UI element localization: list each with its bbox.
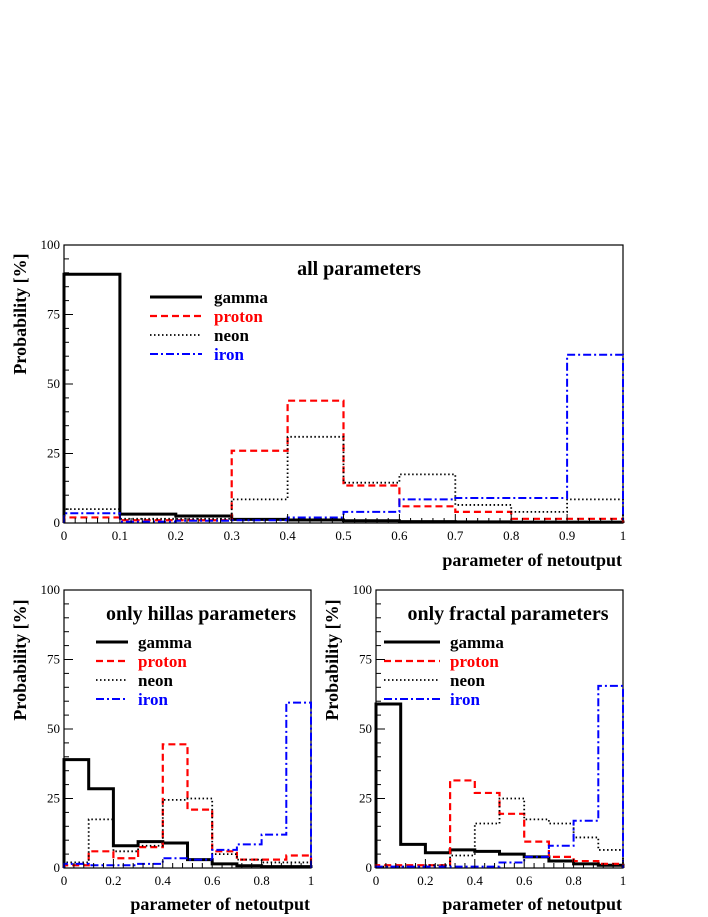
x-tick-label: 0.7 (447, 528, 464, 543)
legend-label-proton: proton (214, 307, 263, 326)
x-tick-label: 0.2 (105, 873, 121, 888)
y-tick-label: 50 (47, 376, 60, 391)
x-tick-label: 0.4 (279, 528, 296, 543)
legend-label-iron: iron (138, 690, 168, 709)
chart-title: all parameters (297, 258, 421, 280)
x-tick-label: 0.4 (155, 873, 172, 888)
y-tick-label: 0 (54, 860, 61, 875)
x-axis-label: parameter of netoutput (442, 550, 622, 570)
x-tick-label: 0 (61, 873, 68, 888)
series-iron (63, 701, 312, 868)
x-tick-label: 0.8 (253, 873, 269, 888)
y-tick-label: 100 (41, 582, 61, 597)
x-tick-label: 0 (61, 528, 68, 543)
x-tick-label: 0 (373, 873, 380, 888)
y-tick-label: 0 (54, 515, 61, 530)
y-axis-label: Probability [%] (10, 599, 30, 720)
x-axis-label: parameter of netoutput (442, 894, 622, 914)
y-tick-label: 50 (47, 721, 60, 736)
legend-label-gamma: gamma (450, 633, 504, 652)
y-tick-label: 0 (366, 860, 373, 875)
x-tick-label: 0.6 (391, 528, 408, 543)
x-tick-label: 1 (620, 873, 627, 888)
plot-frame (375, 589, 624, 869)
y-tick-label: 25 (359, 791, 372, 806)
series-iron (63, 353, 624, 523)
x-tick-label: 0.2 (417, 873, 433, 888)
y-tick-label: 75 (359, 652, 372, 667)
legend-label-proton: proton (138, 652, 187, 671)
legend-label-neon: neon (214, 326, 250, 345)
y-tick-label: 75 (47, 307, 60, 322)
x-tick-label: 0.3 (224, 528, 240, 543)
legend-label-gamma: gamma (214, 288, 268, 307)
x-tick-label: 1 (308, 873, 315, 888)
legend-label-gamma: gamma (138, 633, 192, 652)
chart-title: only fractal parameters (407, 603, 608, 625)
x-tick-label: 0.8 (565, 873, 581, 888)
series-gamma (62, 272, 625, 524)
x-axis-label: parameter of netoutput (130, 894, 310, 914)
y-tick-label: 50 (359, 721, 372, 736)
x-tick-label: 0.1 (112, 528, 128, 543)
y-tick-label: 100 (353, 582, 373, 597)
series-proton (62, 399, 625, 523)
x-tick-label: 0.2 (168, 528, 184, 543)
x-tick-label: 0.9 (559, 528, 575, 543)
plot-frame (63, 589, 312, 869)
legend-label-iron: iron (450, 690, 480, 709)
legend-label-proton: proton (450, 652, 499, 671)
x-tick-label: 0.4 (467, 873, 484, 888)
x-tick-label: 0.6 (204, 873, 221, 888)
series-gamma (374, 702, 625, 868)
series-iron (375, 684, 624, 868)
histogram-panel-2: 0 25 50 75 100 0 0.2 0.4 0.6 0.8 1 only hillas para… (10, 582, 314, 914)
series-proton (62, 743, 313, 868)
y-axis-label: Probability [%] (10, 253, 30, 374)
legend-label-neon: neon (138, 671, 174, 690)
x-tick-label: 0.5 (335, 528, 351, 543)
y-tick-label: 75 (47, 652, 60, 667)
histogram-panel-1: 0 25 50 75 100 0 0.1 0.2 0.3 0.4 0.5 0.6 0.7 0.8 0.9 1 a… (10, 237, 626, 570)
x-tick-label: 1 (620, 528, 627, 543)
y-tick-label: 25 (47, 446, 60, 461)
histogram-panel-3: 0 25 50 75 100 0 0.2 0.4 0.6 0.8 1 only fractal par… (322, 582, 626, 914)
x-tick-label: 0.8 (503, 528, 519, 543)
series-neon (375, 797, 624, 868)
y-axis-label: Probability [%] (322, 599, 342, 720)
y-tick-label: 25 (47, 791, 60, 806)
legend-label-neon: neon (450, 671, 486, 690)
legend-label-iron: iron (214, 345, 244, 364)
x-tick-label: 0.6 (516, 873, 533, 888)
y-tick-label: 100 (41, 237, 61, 252)
chart-title: only hillas parameters (106, 603, 296, 625)
